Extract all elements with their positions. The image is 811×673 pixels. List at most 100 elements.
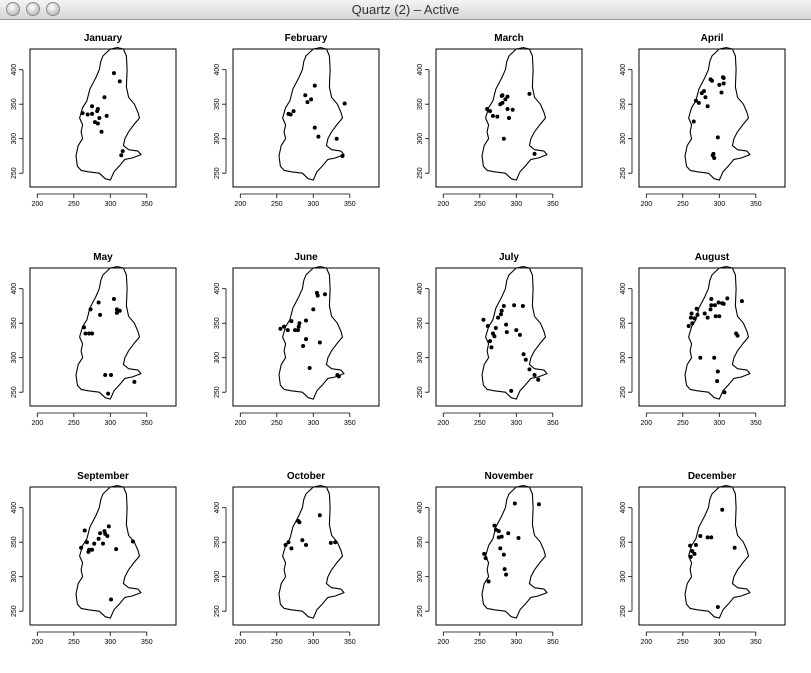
data-point (711, 151, 716, 156)
data-point (496, 315, 501, 320)
y-tick-label: 250 (620, 386, 627, 398)
data-point (333, 540, 338, 545)
data-point (690, 321, 695, 326)
data-point (304, 318, 308, 323)
x-tick-label: 350 (344, 420, 356, 427)
plot-frame (29, 267, 177, 407)
x-tick-label: 200 (234, 639, 246, 646)
data-point (712, 303, 717, 308)
data-point (90, 547, 95, 552)
data-point (709, 297, 714, 302)
x-tick-label: 250 (474, 420, 486, 427)
x-tick-label: 300 (713, 201, 725, 208)
data-point (504, 322, 509, 327)
panel-june: June 200 250 300 350 250 300 350 400 (214, 252, 380, 427)
y-tick-label: 400 (214, 64, 221, 76)
x-tick-label: 350 (750, 639, 762, 646)
x-tick-label: 300 (713, 639, 725, 646)
y-tick-label: 300 (11, 133, 18, 145)
data-point (322, 292, 327, 297)
x-tick-label: 350 (141, 420, 153, 427)
x-tick-label: 300 (307, 639, 319, 646)
x-tick-label: 250 (271, 201, 283, 208)
plot-frame (232, 486, 380, 626)
region-outline (75, 47, 142, 181)
data-point (695, 312, 700, 317)
data-point (340, 153, 345, 158)
data-point (712, 355, 717, 360)
data-point (527, 91, 532, 96)
data-point (98, 312, 103, 317)
panel-title: January (84, 33, 123, 44)
data-point (87, 331, 92, 336)
data-point (693, 98, 698, 103)
panel-title: July (499, 252, 519, 263)
window-titlebar: Quartz (2) – Active (0, 0, 811, 20)
x-tick-label: 350 (547, 639, 559, 646)
panel-title: August (695, 252, 730, 263)
data-point (501, 136, 506, 141)
data-point (688, 543, 693, 548)
x-tick-label: 250 (68, 639, 80, 646)
data-point (496, 529, 501, 534)
x-tick-label: 250 (271, 639, 283, 646)
close-window-icon[interactable] (6, 2, 20, 16)
y-tick-label: 350 (620, 98, 627, 110)
y-tick-label: 350 (11, 98, 18, 110)
data-point (688, 315, 693, 320)
data-point (691, 119, 696, 124)
data-point (488, 339, 493, 344)
data-point (506, 531, 511, 536)
data-point (490, 113, 495, 118)
data-point (295, 328, 300, 333)
data-point (500, 93, 505, 98)
data-point (499, 534, 504, 539)
data-point (521, 352, 526, 357)
data-point (512, 303, 517, 308)
small-multiples-chart: January 200 250 300 350 250 300 350 400 February 2… (11, 33, 786, 646)
x-tick-label: 300 (510, 201, 522, 208)
data-point (291, 109, 296, 114)
data-point (82, 528, 87, 533)
minimize-window-icon[interactable] (26, 2, 40, 16)
x-tick-label: 200 (31, 201, 43, 208)
y-tick-label: 400 (11, 502, 18, 514)
x-tick-label: 200 (437, 420, 449, 427)
data-point (297, 520, 302, 525)
data-point (686, 323, 691, 328)
y-tick-label: 350 (417, 98, 424, 110)
data-point (501, 303, 506, 308)
data-point (85, 112, 90, 117)
y-tick-label: 250 (620, 605, 627, 617)
y-tick-label: 300 (11, 571, 18, 583)
data-point (285, 328, 290, 333)
y-tick-label: 300 (417, 352, 424, 364)
x-tick-label: 300 (104, 639, 116, 646)
data-point (483, 556, 488, 561)
data-point (288, 112, 293, 117)
data-point (304, 337, 308, 342)
data-point (536, 502, 541, 507)
data-point (278, 326, 283, 331)
panel-title: October (287, 471, 325, 482)
data-point (709, 535, 714, 540)
y-tick-label: 300 (620, 571, 627, 583)
zoom-window-icon[interactable] (46, 2, 60, 16)
data-point (301, 343, 306, 348)
data-point (495, 114, 500, 119)
data-point (509, 388, 514, 393)
x-tick-label: 300 (307, 420, 319, 427)
window-title: Quartz (2) – Active (351, 2, 460, 17)
x-tick-label: 200 (437, 639, 449, 646)
y-tick-label: 300 (214, 352, 221, 364)
plot-frame (638, 48, 786, 188)
region-outline (75, 485, 142, 619)
x-tick-label: 250 (68, 201, 80, 208)
data-point (120, 149, 125, 154)
data-point (504, 572, 509, 577)
x-tick-label: 200 (31, 420, 43, 427)
data-point (488, 109, 493, 114)
data-point (101, 541, 105, 546)
data-point (527, 367, 532, 372)
data-point (703, 95, 708, 100)
